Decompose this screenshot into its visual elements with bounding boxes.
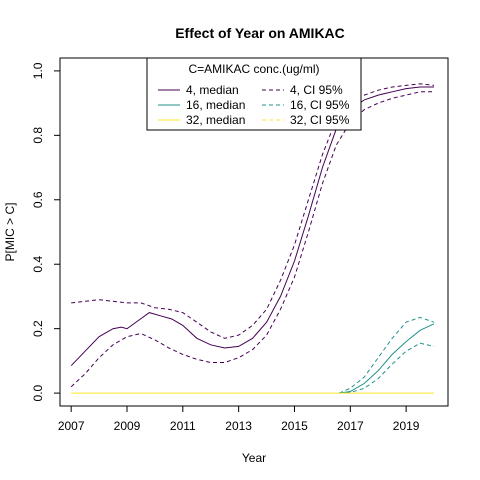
legend-label: 16, CI 95% [290, 98, 350, 112]
x-tick-label: 2011 [170, 419, 196, 433]
legend-box [146, 57, 362, 131]
x-tick-label: 2009 [114, 419, 141, 433]
x-tick-label: 2007 [58, 419, 85, 433]
legend-label: 32, CI 95% [290, 113, 350, 127]
series-line-3 [339, 323, 435, 394]
legend-label: 32, median [186, 113, 245, 127]
y-axis: 0.0 0.2 0.4 0.6 0.8 1.0 [31, 62, 61, 401]
y-tick-label: 0.8 [31, 127, 45, 144]
y-tick-label: 1.0 [31, 62, 45, 79]
y-tick-label: 0.4 [31, 256, 45, 273]
x-axis-label: Year [242, 451, 266, 465]
y-axis-label: P[MIC > C] [3, 202, 17, 261]
x-tick-label: 2017 [337, 419, 364, 433]
x-axis: 2007 2009 2011 2013 2015 2017 2019 [58, 405, 420, 433]
y-tick-label: 0.2 [31, 320, 45, 337]
series-line-0 [70, 86, 434, 367]
series-line-5 [339, 342, 435, 394]
x-tick-label: 2013 [225, 419, 252, 433]
y-tick-label: 0.0 [31, 384, 45, 401]
legend-entries: 4, median 4, CI 95%16, median 16, CI 95%32… [158, 83, 350, 127]
legend-label: 16, median [186, 98, 245, 112]
chart-title: Effect of Year on AMIKAC [175, 25, 345, 41]
x-tick-label: 2019 [393, 419, 420, 433]
x-tick-label: 2015 [281, 419, 308, 433]
legend-label: 4, CI 95% [290, 83, 343, 97]
series-line-1 [71, 83, 435, 339]
legend-label: 4, median [186, 83, 239, 97]
legend: C=AMIKAC conc.(ug/ml) 4, median 4, CI 95%… [146, 57, 362, 131]
legend-title: C=AMIKAC conc.(ug/ml) [188, 62, 319, 76]
series-line-4 [338, 316, 435, 394]
plot-lines [70, 83, 435, 394]
y-tick-label: 0.6 [31, 191, 45, 208]
series-line-2 [70, 91, 434, 388]
